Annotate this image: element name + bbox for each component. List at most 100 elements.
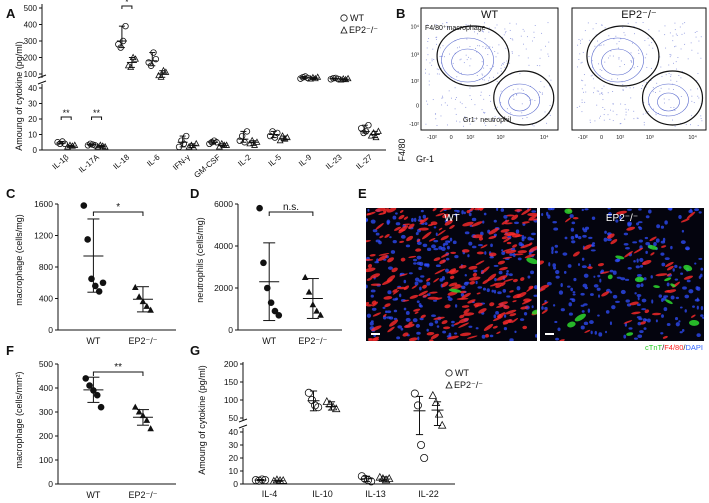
- flow-event: [672, 35, 674, 37]
- flow-event: [581, 99, 583, 101]
- panel-c-significance-bracket: [92, 211, 144, 216]
- micro-nucleus: [386, 310, 392, 314]
- panel-a-legend-ep2: EP2⁻/⁻: [349, 25, 378, 35]
- micro-nucleus: [612, 294, 618, 299]
- micro-macrophage-signal: [406, 235, 414, 242]
- flow-event: [489, 77, 490, 79]
- flow-event: [652, 37, 654, 39]
- micro-macrophage-signal: [456, 297, 469, 300]
- flow-event: [516, 94, 517, 96]
- flow-event: [637, 66, 639, 68]
- micro-nucleus: [517, 257, 522, 261]
- flow-event: [504, 32, 506, 34]
- panel-a-category-label: IL-17A: [77, 152, 101, 174]
- micro-nucleus: [633, 259, 636, 263]
- micro-macrophage-signal: [499, 266, 508, 271]
- micro-macrophage-signal: [468, 265, 478, 270]
- flow-event: [448, 90, 450, 92]
- micro-nucleus: [571, 298, 576, 303]
- micro-macrophage-signal: [407, 223, 415, 230]
- flow-event: [700, 115, 702, 117]
- micro-nucleus: [436, 325, 440, 328]
- flow-event: [620, 123, 622, 124]
- flow-event: [616, 43, 618, 45]
- micro-nucleus: [666, 282, 670, 287]
- flow-event: [506, 60, 508, 62]
- flow-event: [615, 35, 617, 37]
- flow-event: [624, 34, 626, 36]
- stain-legend: cTnT/F4/80/DAPI: [645, 343, 703, 352]
- flow-event: [435, 118, 437, 120]
- flow-event: [497, 72, 499, 74]
- micro-macrophage-signal: [631, 311, 641, 315]
- micro-nucleus: [645, 318, 648, 322]
- micro-nucleus: [464, 231, 470, 235]
- micro-nucleus: [509, 253, 514, 256]
- flow-event: [477, 45, 479, 47]
- flow-event: [455, 98, 456, 100]
- panel-g-legend-ep2: EP2⁻/⁻: [454, 380, 483, 390]
- flow-event: [646, 81, 647, 83]
- micro-nucleus: [557, 327, 561, 332]
- flow-event: [607, 92, 609, 94]
- micro-ctnt-signal: [526, 257, 537, 265]
- micro-nucleus: [591, 216, 596, 221]
- micro-nucleus: [483, 212, 487, 216]
- micro-macrophage-signal: [683, 275, 694, 280]
- micro-macrophage-signal: [442, 213, 450, 219]
- panel-g-ytick-label: 150: [224, 377, 238, 387]
- flow-event: [584, 30, 586, 32]
- flow-event: [633, 110, 635, 112]
- flow-event: [599, 68, 601, 70]
- flow-event: [543, 86, 545, 88]
- panel-a-point-ep2: [246, 139, 254, 147]
- micro-nucleus: [554, 250, 558, 254]
- flow-event: [590, 75, 592, 77]
- micro-macrophage-signal: [497, 260, 506, 265]
- micro-macrophage-signal: [514, 253, 524, 256]
- flow-event: [584, 101, 586, 103]
- micro-nucleus: [581, 310, 585, 313]
- micro-nucleus: [405, 311, 410, 315]
- flow-event: [664, 25, 666, 27]
- flow-xtick-label: 0: [450, 135, 453, 141]
- micro-macrophage-signal: [439, 208, 446, 213]
- flow-event: [664, 102, 666, 104]
- micro-macrophage-signal: [495, 284, 502, 288]
- flow-event: [634, 33, 635, 35]
- flow-event: [652, 87, 654, 89]
- flow-event: [483, 98, 485, 100]
- flow-event: [461, 72, 462, 74]
- flow-event: [648, 104, 650, 106]
- flow-event: [442, 95, 443, 97]
- micro-nucleus: [501, 249, 504, 252]
- flow-event: [428, 38, 430, 39]
- panel-f-category-label: EP2⁻/⁻: [128, 490, 157, 500]
- micro-nucleus: [555, 275, 560, 279]
- micro-nucleus: [584, 286, 589, 290]
- micro-nucleus: [636, 283, 641, 288]
- flow-contour: [657, 92, 680, 112]
- flow-event: [665, 74, 667, 76]
- flow-event: [603, 85, 605, 87]
- micro-nucleus: [628, 327, 633, 330]
- micro-macrophage-signal: [428, 291, 438, 294]
- panel-a-point-wt: [365, 121, 372, 129]
- micro-nucleus: [580, 304, 585, 307]
- micro-macrophage-signal: [378, 252, 390, 256]
- flow-event: [539, 91, 541, 93]
- micro-macrophage-signal: [458, 322, 470, 328]
- flow-event: [652, 91, 654, 93]
- micro-nucleus: [656, 224, 661, 229]
- flow-event: [459, 59, 461, 61]
- micro-nucleus: [428, 322, 434, 327]
- micro-macrophage-signal: [503, 237, 511, 243]
- panel-c-point: [80, 202, 88, 209]
- flow-event: [512, 95, 514, 97]
- micro-macrophage-signal: [528, 242, 533, 246]
- micro-nucleus: [696, 305, 699, 310]
- flow-event: [673, 62, 674, 64]
- micro-macrophage-signal: [413, 308, 421, 312]
- micro-nucleus: [454, 254, 459, 259]
- flow-event: [436, 36, 438, 38]
